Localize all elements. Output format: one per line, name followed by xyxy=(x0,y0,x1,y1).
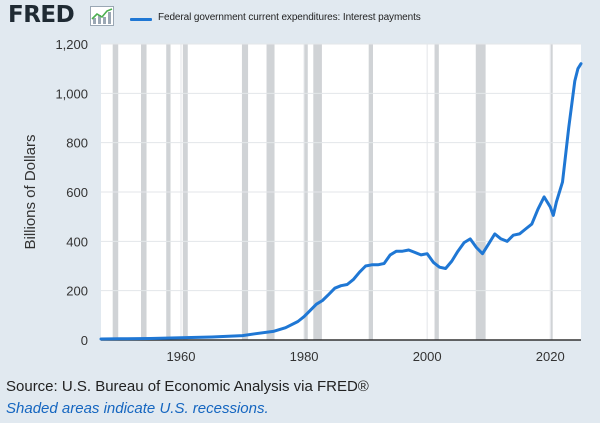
tick-labels: 0 200 400 600 800 1,000 1,200 1960 1980 2000 2020 xyxy=(55,37,564,364)
y-tick-label: 1,200 xyxy=(55,37,88,52)
series-line xyxy=(99,62,583,341)
legend-label: Federal government current expenditures:… xyxy=(158,12,421,23)
chart-header: FRED Federal government current expendit… xyxy=(0,0,600,40)
trend-graph-icon xyxy=(90,6,114,26)
y-axis-label: Billions of Dollars xyxy=(22,134,39,249)
y-tick-label: 0 xyxy=(81,333,88,348)
y-tick-label: 600 xyxy=(66,185,88,200)
fred-logo[interactable]: FRED xyxy=(8,2,75,28)
series-layer xyxy=(99,62,583,341)
grid-lines xyxy=(101,43,581,341)
x-tick-label: 2020 xyxy=(536,349,565,364)
y-tick-label: 400 xyxy=(66,234,88,249)
y-tick-label: 200 xyxy=(66,284,88,299)
legend-swatch xyxy=(130,18,152,21)
recession-note: Shaded areas indicate U.S. recessions. xyxy=(6,400,269,417)
source-note: Source: U.S. Bureau of Economic Analysis… xyxy=(6,378,369,395)
y-tick-label: 1,000 xyxy=(55,86,88,101)
x-tick-label: 1960 xyxy=(167,349,196,364)
x-tick-label: 1980 xyxy=(290,349,319,364)
x-tick-label: 2000 xyxy=(413,349,442,364)
y-tick-label: 800 xyxy=(66,136,88,151)
